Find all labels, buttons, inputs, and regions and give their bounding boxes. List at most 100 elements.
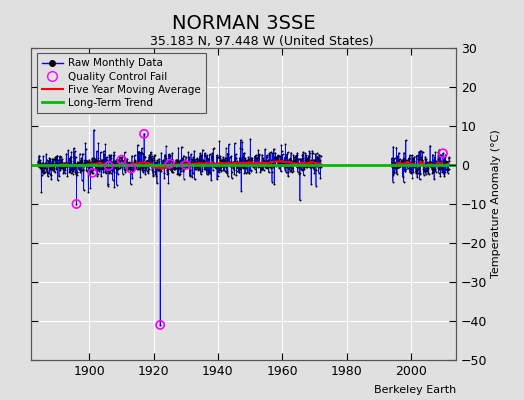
Point <box>288 159 297 165</box>
Point <box>412 167 421 173</box>
Point <box>440 159 449 166</box>
Point <box>52 156 60 162</box>
Point <box>145 152 154 158</box>
Point <box>304 154 312 160</box>
Point <box>88 170 96 176</box>
Point <box>135 148 144 155</box>
Point <box>313 154 322 160</box>
Point <box>92 164 101 171</box>
Point <box>89 158 97 165</box>
Point <box>104 163 113 169</box>
Point <box>220 157 228 164</box>
Point <box>149 173 158 180</box>
Point <box>214 169 223 175</box>
Point <box>190 157 198 164</box>
Point <box>280 163 288 169</box>
Point <box>131 162 139 168</box>
Point <box>42 168 51 174</box>
Point <box>95 166 104 172</box>
Point <box>209 167 217 174</box>
Point <box>155 167 163 173</box>
Point <box>168 156 176 162</box>
Point <box>430 156 438 163</box>
Point <box>96 149 105 155</box>
Point <box>413 174 421 181</box>
Point <box>79 166 88 172</box>
Point <box>42 162 51 168</box>
Point <box>192 166 200 172</box>
Point <box>291 152 300 159</box>
Point <box>315 158 324 164</box>
Point <box>278 159 287 165</box>
Point <box>166 152 174 158</box>
Point <box>441 152 450 158</box>
Point <box>78 177 86 183</box>
Point <box>278 159 287 166</box>
Point <box>126 164 134 171</box>
Point <box>114 166 123 172</box>
Point <box>68 164 77 171</box>
Point <box>116 154 124 160</box>
Point <box>312 167 320 174</box>
Point <box>47 172 55 178</box>
Point <box>407 162 415 168</box>
Point <box>438 165 446 171</box>
Point <box>244 154 253 161</box>
Point <box>249 162 258 169</box>
Point <box>421 156 430 163</box>
Point <box>82 168 91 174</box>
Point <box>129 163 138 169</box>
Point <box>297 166 305 172</box>
Point <box>76 168 84 175</box>
Point <box>67 149 75 155</box>
Point <box>444 162 452 168</box>
Point <box>266 159 275 165</box>
Point <box>200 158 209 164</box>
Point <box>435 152 444 158</box>
Point <box>184 149 192 155</box>
Point <box>410 158 418 164</box>
Point <box>434 165 443 171</box>
Point <box>100 148 108 154</box>
Point <box>50 164 58 171</box>
Point <box>311 158 319 164</box>
Point <box>50 168 59 174</box>
Point <box>246 136 255 142</box>
Point <box>36 164 44 171</box>
Point <box>275 153 283 160</box>
Point <box>256 164 264 170</box>
Point <box>396 163 405 170</box>
Point <box>83 159 92 165</box>
Point <box>94 140 103 146</box>
Point <box>185 154 193 160</box>
Point <box>199 160 208 166</box>
Point <box>259 162 267 168</box>
Point <box>53 153 61 159</box>
Point <box>37 160 45 167</box>
Point <box>77 157 85 163</box>
Point <box>440 160 448 166</box>
Point <box>121 167 129 174</box>
Point <box>75 160 83 166</box>
Point <box>414 156 422 162</box>
Point <box>102 170 110 177</box>
Point <box>92 163 100 169</box>
Point <box>93 171 102 177</box>
Point <box>105 164 114 170</box>
Point <box>298 155 307 162</box>
Point <box>58 156 67 162</box>
Point <box>242 165 250 171</box>
Point <box>35 163 43 170</box>
Point <box>98 156 106 163</box>
Point <box>143 160 151 167</box>
Point <box>436 152 445 158</box>
Point <box>73 158 82 165</box>
Point <box>157 164 165 171</box>
Point <box>154 166 162 173</box>
Point <box>288 164 296 171</box>
Point <box>165 151 173 158</box>
Point <box>61 164 69 170</box>
Point <box>186 172 194 178</box>
Point <box>222 169 231 175</box>
Point <box>168 169 177 176</box>
